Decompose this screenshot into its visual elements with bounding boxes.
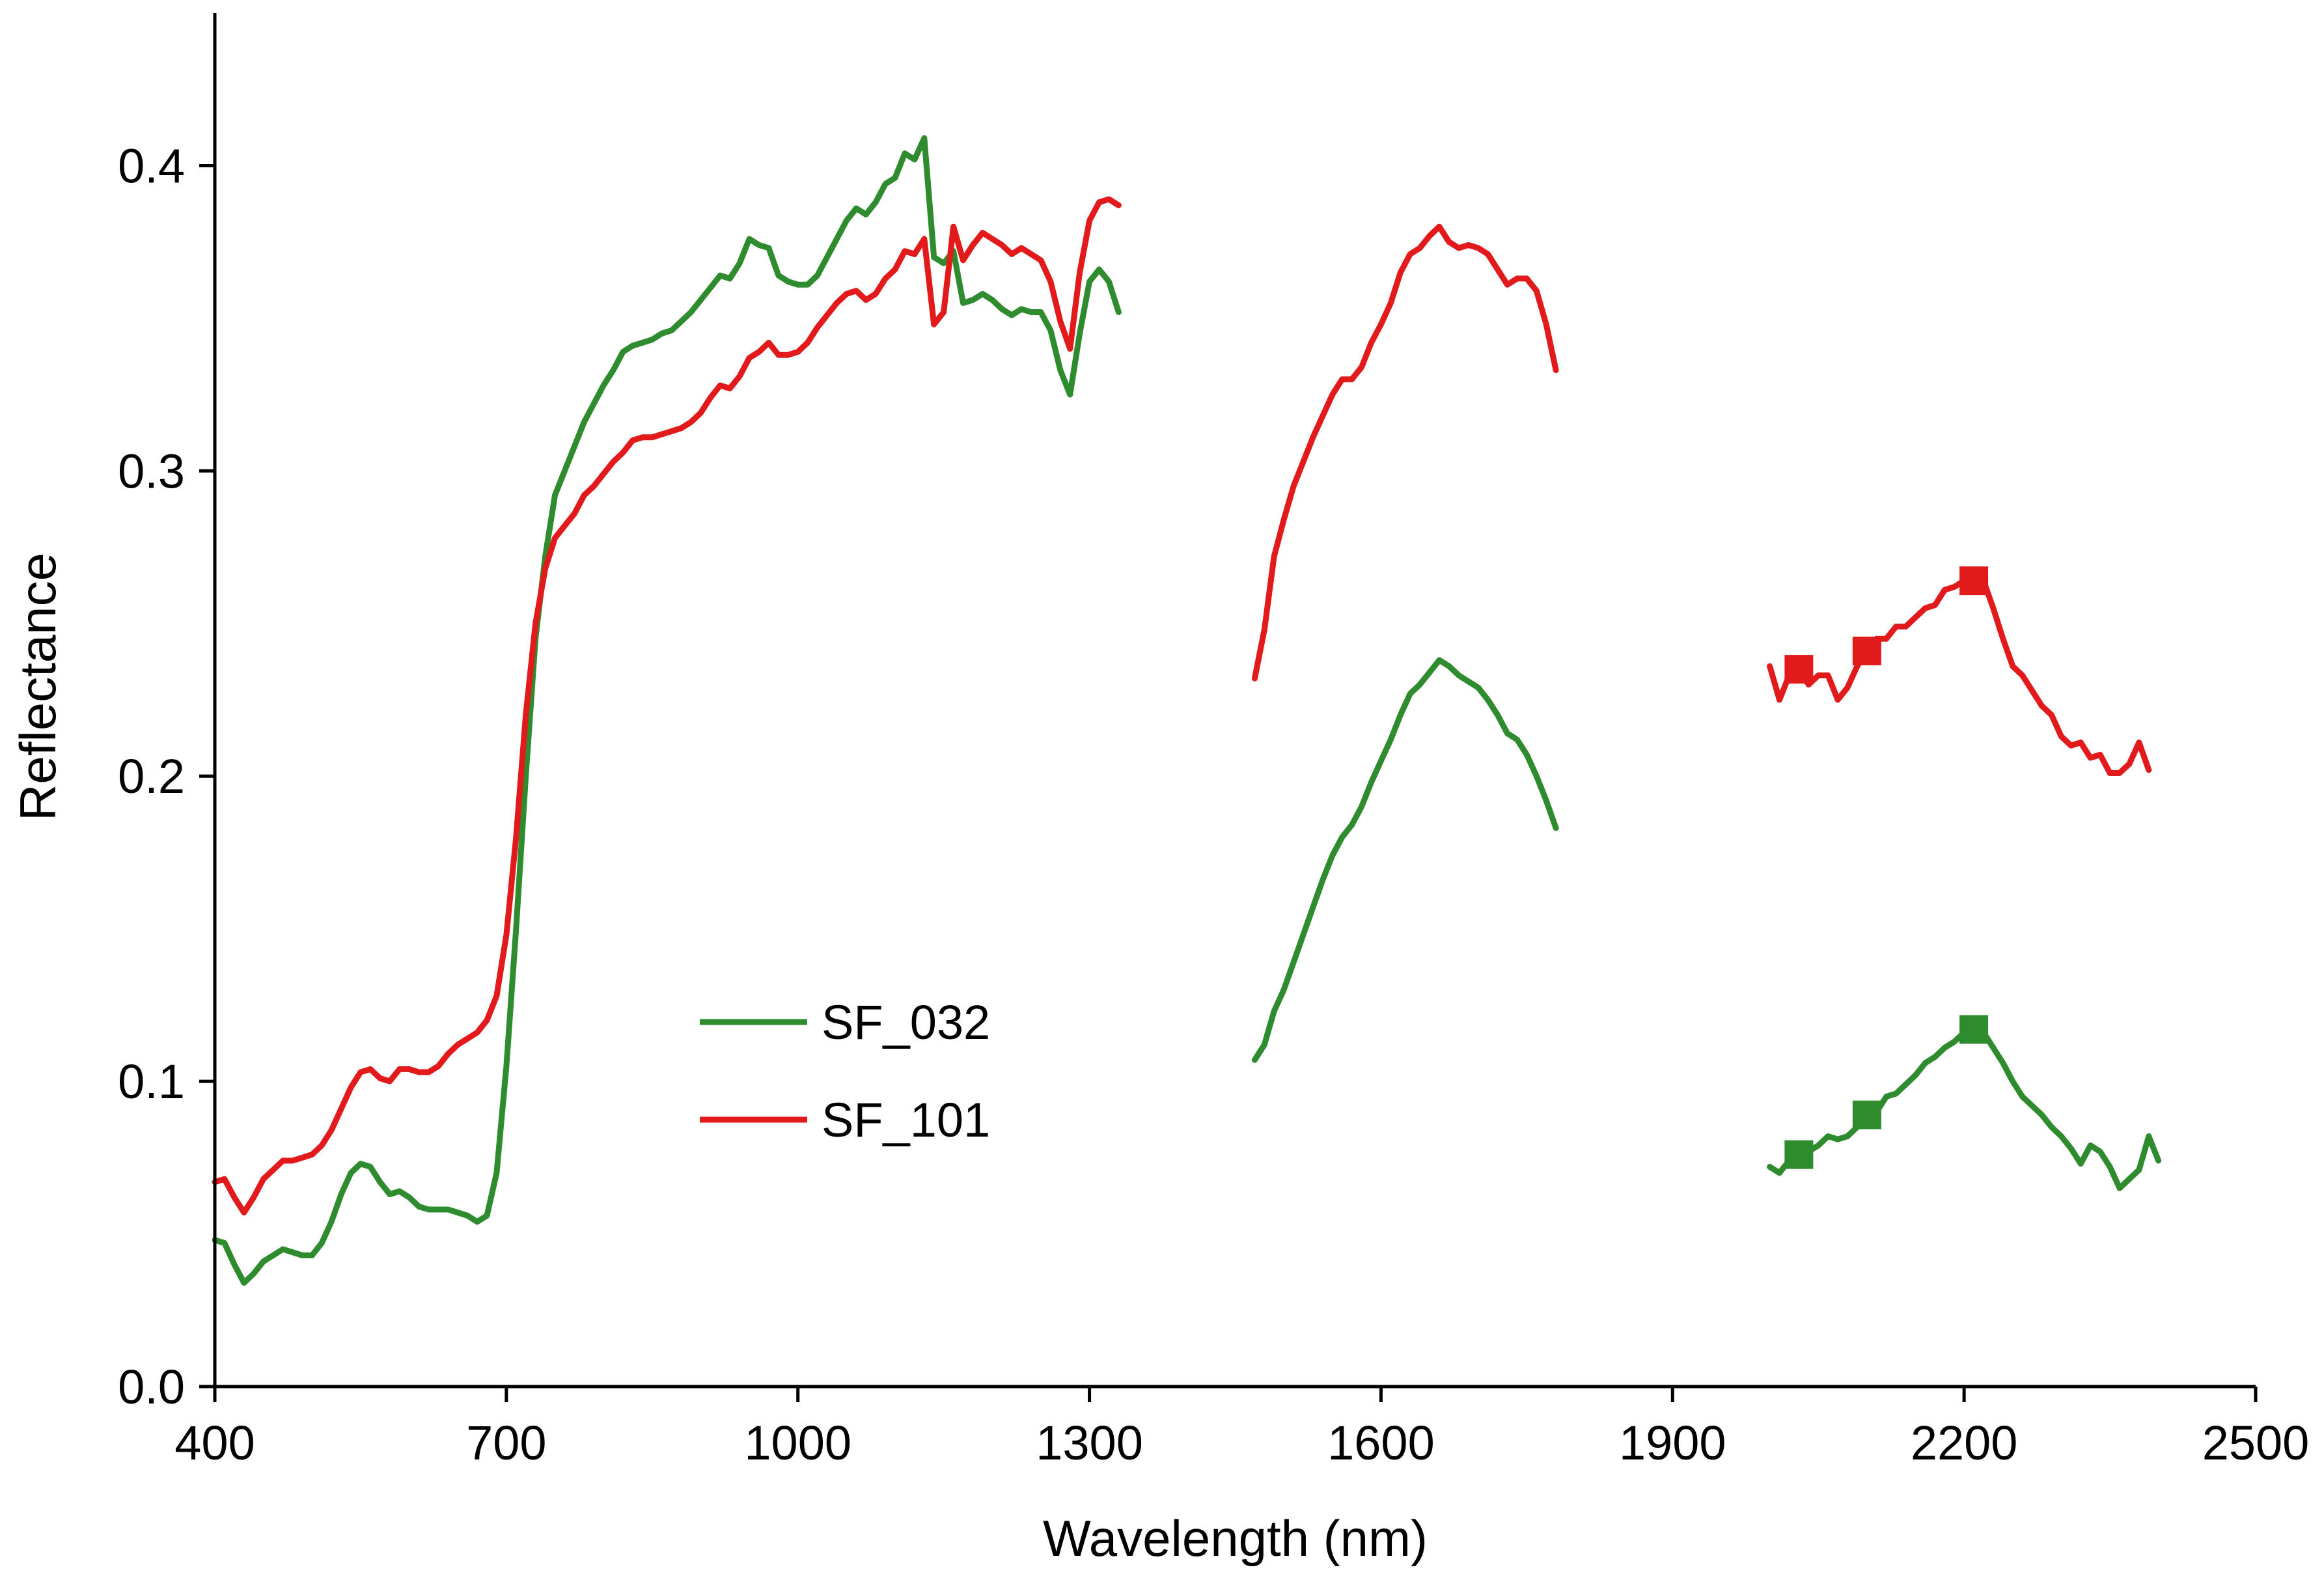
data-marker-sf-032 [1852, 1100, 1881, 1129]
y-tick-label: 0.4 [118, 139, 185, 193]
series-line-sf-032 [212, 135, 1122, 1286]
x-axis-title: Wavelength (nm) [1043, 1510, 1428, 1567]
series-line-sf-032 [1767, 1026, 2162, 1191]
x-tick-label: 1900 [1619, 1416, 1726, 1470]
series-line-sf-101 [1251, 223, 1559, 682]
data-marker-sf-101 [1852, 636, 1881, 665]
y-tick-label: 0.1 [118, 1055, 185, 1109]
x-tick-label: 2500 [2202, 1416, 2310, 1470]
x-tick-label: 1300 [1036, 1416, 1143, 1470]
axes-layer [213, 13, 2256, 1389]
x-tick-label: 1600 [1327, 1416, 1435, 1470]
series-layer [212, 135, 2162, 1286]
series-line-sf-101 [1767, 577, 2152, 776]
data-marker-sf-101 [1784, 655, 1814, 684]
data-marker-sf-101 [1959, 566, 1989, 596]
series-line-sf-101 [212, 196, 1122, 1216]
y-tick-label: 0.0 [118, 1360, 185, 1414]
x-tick-label: 2200 [1911, 1416, 2018, 1470]
series-line-sf-032 [1251, 657, 1559, 1063]
legend-label-sf-101: SF_101 [822, 1093, 990, 1147]
legend: SF_032 SF_101 [700, 995, 990, 1147]
x-tick-label: 400 [174, 1416, 255, 1470]
y-axis-title: Reflectance [9, 553, 66, 821]
legend-label-sf-032: SF_032 [822, 995, 990, 1049]
y-tick-label: 0.3 [118, 444, 185, 498]
x-tick-label: 1000 [744, 1416, 851, 1470]
data-marker-sf-032 [1959, 1015, 1989, 1044]
ticks-layer: 400 700 1000 1300 1600 1900 2200 2500 0.0 0.1 0.2 0… [118, 139, 2309, 1470]
data-marker-sf-032 [1784, 1140, 1814, 1169]
y-tick-label: 0.2 [118, 749, 185, 803]
x-tick-label: 700 [466, 1416, 546, 1470]
